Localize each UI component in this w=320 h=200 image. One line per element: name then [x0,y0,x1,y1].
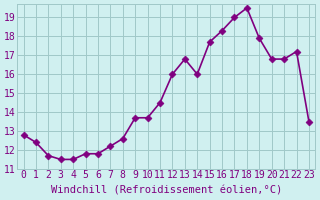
X-axis label: Windchill (Refroidissement éolien,°C): Windchill (Refroidissement éolien,°C) [51,186,282,196]
